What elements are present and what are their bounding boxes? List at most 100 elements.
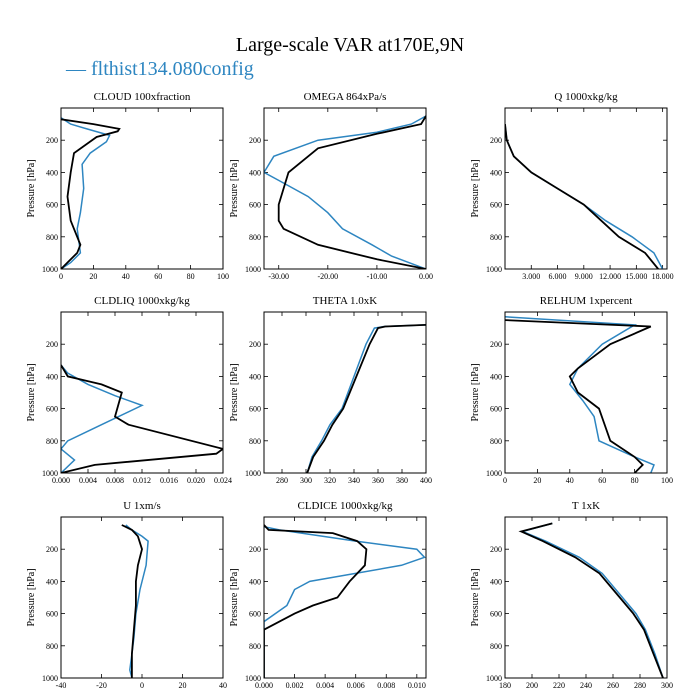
series-line-model [505, 124, 664, 269]
y-tick-label: 600 [249, 201, 261, 210]
series-line-model [61, 117, 111, 269]
x-tick-label: 100 [661, 476, 673, 485]
panel-frame [60, 516, 224, 679]
x-tick-label: 320 [324, 476, 336, 485]
x-tick-label: 12.000 [599, 272, 621, 281]
x-tick-label: 6.000 [549, 272, 567, 281]
y-axis-label: Pressure [hPa] [470, 159, 481, 217]
panel-frame [504, 516, 668, 679]
panel-title: RELHUM 1xpercent [540, 295, 633, 307]
y-tick-label: 200 [249, 136, 261, 145]
x-tick-label: 280 [634, 681, 646, 690]
x-tick-label: 220 [553, 681, 565, 690]
legend-label: flthist134.080config [91, 58, 254, 80]
x-tick-label: 0.000 [255, 681, 273, 690]
x-tick-label: 18.000 [652, 272, 674, 281]
y-tick-label: 800 [46, 642, 58, 651]
x-tick-label: 0.024 [214, 476, 232, 485]
y-tick-label: 600 [46, 405, 58, 414]
series-line-model [264, 525, 426, 678]
y-tick-label: 1000 [245, 674, 261, 683]
y-tick-label: 800 [490, 642, 502, 651]
x-tick-label: 0.000 [52, 476, 70, 485]
panel-title: CLOUD 100xfraction [94, 91, 191, 103]
y-tick-label: 400 [490, 168, 502, 177]
x-tick-label: 240 [580, 681, 592, 690]
x-tick-label: 80 [187, 272, 195, 281]
y-tick-label: 600 [490, 610, 502, 619]
y-tick-label: 400 [249, 372, 261, 381]
panel-title: CLDLIQ 1000xkg/kg [94, 295, 190, 307]
y-tick-label: 800 [490, 437, 502, 446]
y-tick-label: 400 [46, 372, 58, 381]
y-tick-label: 200 [249, 340, 261, 349]
x-tick-label: 15.000 [625, 272, 647, 281]
y-tick-label: 200 [490, 136, 502, 145]
y-tick-label: 400 [249, 577, 261, 586]
x-tick-label: 80 [631, 476, 639, 485]
y-tick-label: 200 [490, 545, 502, 554]
x-tick-label: 0.004 [316, 681, 334, 690]
legend-line-icon: — [66, 58, 86, 80]
x-tick-label: 20 [89, 272, 97, 281]
x-tick-label: 0 [140, 681, 144, 690]
series-line-model [520, 522, 664, 678]
x-tick-label: 0.00 [419, 272, 433, 281]
x-tick-label: 0.010 [408, 681, 426, 690]
y-tick-label: 1000 [486, 265, 502, 274]
y-tick-label: 600 [46, 201, 58, 210]
x-tick-label: 0.008 [377, 681, 395, 690]
x-tick-label: 60 [154, 272, 162, 281]
y-axis-label: Pressure [hPa] [26, 568, 37, 626]
y-tick-label: 400 [46, 577, 58, 586]
y-tick-label: 1000 [42, 674, 58, 683]
x-tick-label: 100 [217, 272, 229, 281]
y-axis-label: Pressure [hPa] [26, 159, 37, 217]
y-tick-label: 800 [249, 233, 261, 242]
panel-title: T 1xK [572, 500, 600, 512]
x-tick-label: 380 [396, 476, 408, 485]
series-line-reference [264, 524, 368, 678]
x-tick-label: 400 [420, 476, 432, 485]
x-tick-label: 0.002 [286, 681, 304, 690]
y-tick-label: 1000 [245, 265, 261, 274]
panel-title: OMEGA 864xPa/s [304, 91, 387, 103]
x-tick-label: -40 [56, 681, 67, 690]
y-tick-label: 600 [46, 610, 58, 619]
y-tick-label: 600 [490, 201, 502, 210]
y-tick-label: 800 [490, 233, 502, 242]
y-tick-label: 400 [249, 168, 261, 177]
panel-title: THETA 1.0xK [313, 295, 378, 307]
panel-frame [263, 311, 427, 474]
x-tick-label: 300 [300, 476, 312, 485]
x-tick-label: 9.000 [575, 272, 593, 281]
y-tick-label: 1000 [486, 674, 502, 683]
series-line-model [306, 324, 426, 473]
series-line-reference [505, 124, 659, 269]
y-axis-label: Pressure [hPa] [26, 363, 37, 421]
legend: — flthist134.080config [66, 58, 254, 81]
x-tick-label: 40 [566, 476, 574, 485]
series-line-model [264, 115, 426, 269]
x-tick-label: 0.012 [133, 476, 151, 485]
series-line-reference [518, 522, 664, 678]
series-line-reference [505, 319, 652, 473]
y-tick-label: 1000 [42, 469, 58, 478]
x-tick-label: 40 [122, 272, 130, 281]
y-tick-label: 200 [46, 136, 58, 145]
y-axis-label: Pressure [hPa] [229, 363, 240, 421]
x-tick-label: 180 [499, 681, 511, 690]
x-tick-label: 0.008 [106, 476, 124, 485]
x-tick-label: 280 [276, 476, 288, 485]
y-tick-label: 600 [490, 405, 502, 414]
x-tick-label: 0.004 [79, 476, 97, 485]
y-tick-label: 800 [249, 437, 261, 446]
x-tick-label: 40 [219, 681, 227, 690]
y-tick-label: 1000 [42, 265, 58, 274]
panel-frame [60, 311, 224, 474]
x-tick-label: -20.00 [317, 272, 338, 281]
y-tick-label: 400 [490, 372, 502, 381]
x-tick-label: 0 [503, 476, 507, 485]
y-tick-label: 200 [46, 545, 58, 554]
panel-title: Q 1000xkg/kg [554, 91, 618, 103]
